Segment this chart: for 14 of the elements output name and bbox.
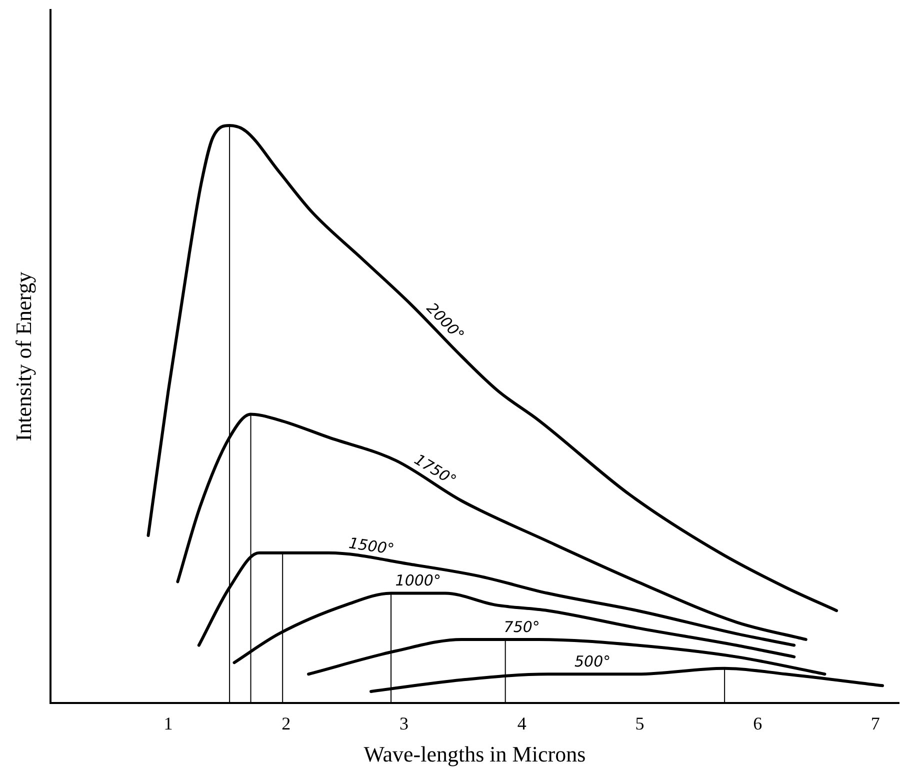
series-label: 500° [574,652,611,671]
series-label: 1000° [395,572,441,590]
x-tick-label: 4 [517,714,526,734]
text: 1750° [411,450,460,490]
x-tick-label: 1 [164,714,173,734]
x-axis-title: Wave-lengths in Microns [364,742,586,767]
x-tick-label: 3 [399,714,408,734]
x-tick-label: 7 [870,714,880,734]
y-axis-title: Intensity of Energy [10,272,36,442]
x-tick-label: 6 [753,714,762,734]
text: 1500° [348,534,396,558]
x-tick-label: 2 [282,714,291,734]
series-label: 750° [504,618,540,636]
x-tick-label: 5 [635,714,644,734]
